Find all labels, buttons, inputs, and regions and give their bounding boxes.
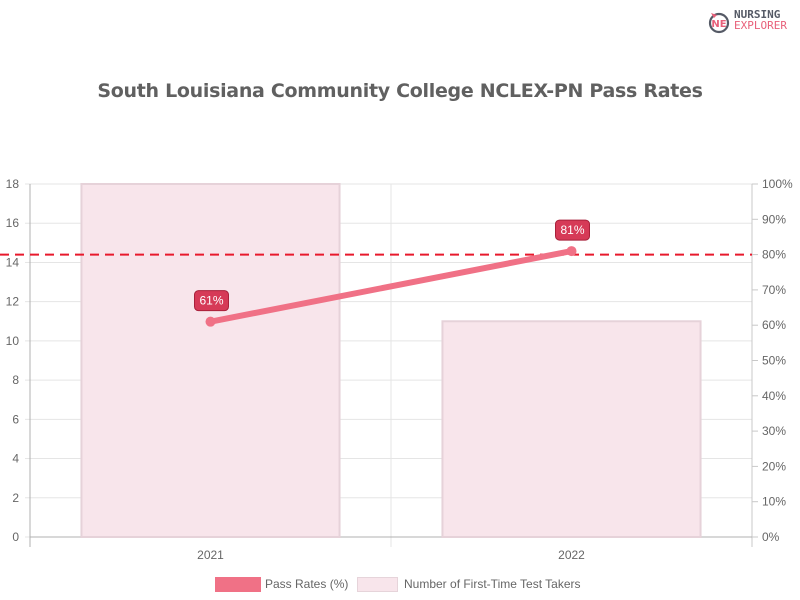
legend-label-test-takers: Number of First-Time Test Takers (404, 577, 581, 591)
chart-legend: Pass Rates (%) Number of First-Time Test… (0, 575, 800, 593)
legend-swatch-pass-rates (215, 576, 261, 592)
y-right-tick-label: 80% (762, 248, 786, 262)
y-right-tick-label: 50% (762, 354, 786, 368)
x-tick-label: 2021 (197, 548, 224, 562)
logo-line2: EXPLORER (734, 19, 787, 32)
pass-rate-line (207, 248, 575, 325)
y-left-tick-label: 6 (12, 412, 19, 426)
legend-label-pass-rates: Pass Rates (%) (265, 577, 349, 591)
nursing-explorer-logo: NE NURSING EXPLORER (708, 8, 798, 36)
logo-icon: NE (708, 12, 730, 34)
y-left-tick-label: 16 (6, 216, 20, 230)
y-right-tick-label: 90% (762, 212, 786, 226)
data-label-box (194, 290, 229, 312)
y-right-tick-label: 40% (762, 389, 786, 403)
pass-rate-point (566, 246, 577, 257)
y-left-tick-label: 12 (6, 295, 20, 309)
y-left-tick-label: 2 (12, 491, 19, 505)
y-left-tick-label: 10 (6, 334, 20, 348)
legend-item-pass-rates[interactable]: Pass Rates (%) (215, 575, 348, 593)
data-label-text: 81% (560, 223, 584, 237)
y-left-tick-label: 18 (6, 177, 20, 191)
x-tick-label: 2022 (558, 548, 585, 562)
y-right-tick-label: 100% (762, 177, 793, 191)
legend-item-test-takers[interactable]: Number of First-Time Test Takers (357, 575, 580, 593)
y-left-tick-label: 14 (6, 255, 20, 269)
data-label-box (555, 219, 590, 241)
y-left-tick-label: 8 (12, 373, 19, 387)
svg-text:NE: NE (711, 19, 726, 30)
bar-test-takers (80, 183, 341, 538)
y-right-tick-label: 10% (762, 495, 786, 509)
y-left-tick-label: 0 (12, 530, 19, 544)
chart-title: South Louisiana Community College NCLEX-… (97, 80, 703, 102)
y-left-tick-label: 4 (12, 452, 19, 466)
y-right-tick-label: 60% (762, 318, 786, 332)
y-right-tick-label: 0% (762, 530, 780, 544)
y-right-tick-label: 70% (762, 283, 786, 297)
pass-rate-point (205, 316, 216, 327)
y-right-tick-label: 30% (762, 424, 786, 438)
logo-line1: NURSING (734, 8, 781, 21)
data-label-text: 61% (199, 294, 223, 308)
legend-swatch-test-takers (357, 576, 398, 592)
y-right-tick-label: 20% (762, 459, 786, 473)
bar-test-takers (441, 320, 702, 538)
